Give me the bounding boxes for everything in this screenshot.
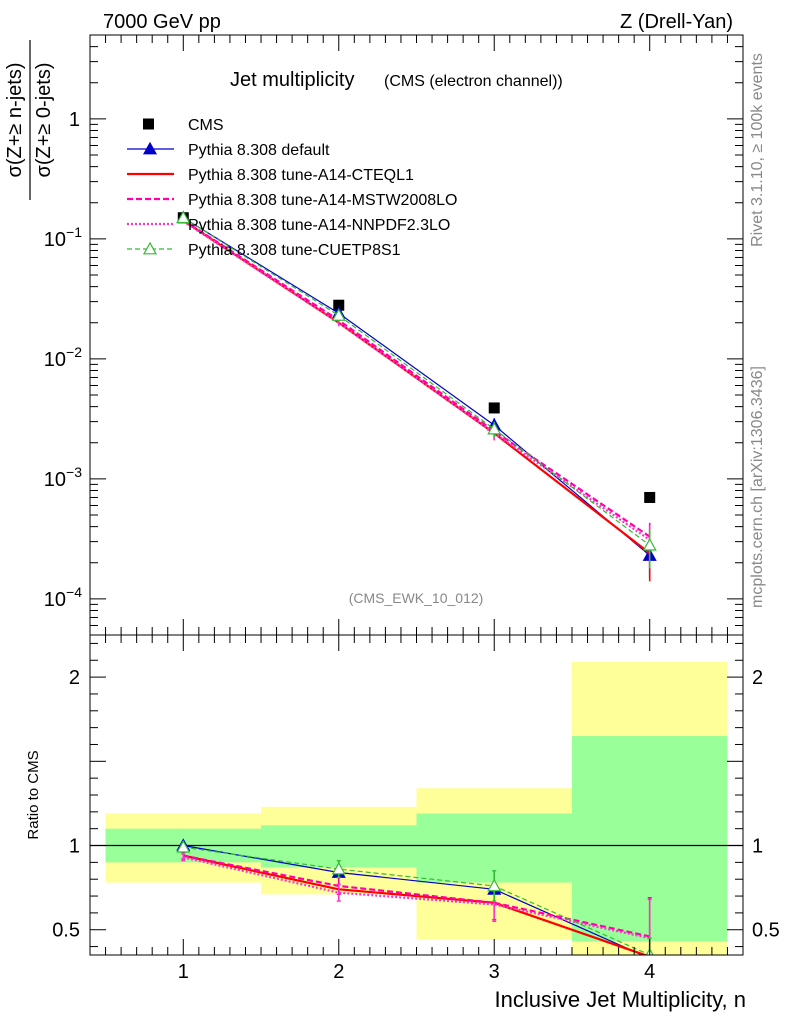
legend-entry-nnpdf: Pythia 8.308 tune-A14-NNPDF2.3LO	[127, 217, 450, 234]
y-tick-label: 10−4	[44, 584, 82, 611]
ratio-marker-cuetp	[487, 878, 502, 892]
legend-label: CMS	[188, 117, 224, 134]
legend-entry-cuetp: Pythia 8.308 tune-CUETP8S1	[127, 241, 401, 259]
header-left: 7000 GeV pp	[103, 11, 221, 33]
x-tick-label: 2	[333, 961, 344, 983]
ratio-y-tick-label-right: 0.5	[752, 920, 780, 942]
ratio-line-default	[183, 844, 644, 955]
ratio-y-tick-label-left: 0.5	[52, 920, 80, 942]
ylabel-numerator: σ(Z+≥ n-jets)	[4, 63, 26, 178]
legend-label: Pythia 8.308 tune-A14-CTEQL1	[188, 167, 414, 184]
legend-entry-default: Pythia 8.308 default	[127, 141, 330, 159]
cms-data-point	[488, 402, 500, 414]
x-axis-label: Inclusive Jet Multiplicity, n	[495, 987, 746, 1012]
legend-entry-cteql1: Pythia 8.308 tune-A14-CTEQL1	[127, 167, 414, 184]
marker-cuetp	[487, 421, 502, 435]
series-line-nnpdf	[182, 220, 651, 541]
legend-entry-mstw: Pythia 8.308 tune-A14-MSTW2008LO	[127, 192, 457, 209]
y-tick-label: 10−3	[44, 464, 82, 491]
y-tick-label: 1	[69, 109, 80, 131]
watermark: (CMS_EWK_10_012)	[349, 590, 484, 606]
legend: CMS Pythia 8.308 default Pythia 8.308 tune…	[127, 117, 457, 259]
ratio-line-nnpdf	[183, 856, 650, 940]
ratio-y-tick-label-left: 1	[69, 836, 80, 858]
legend-label: Pythia 8.308 tune-A14-MSTW2008LO	[188, 192, 457, 209]
cms-data-point	[644, 491, 656, 503]
marker-cuetp	[642, 537, 657, 551]
series-line-cteql1	[182, 219, 651, 555]
ratio-y-tick-label-left: 2	[69, 667, 80, 689]
mcplots-label: mcplots.cern.ch [arXiv:1306.3436]	[749, 366, 766, 608]
ratio-marker-cuetp	[176, 839, 191, 853]
ratio-marker-cuetp	[331, 861, 346, 875]
legend-marker	[142, 141, 158, 155]
legend-label: Pythia 8.308 default	[188, 142, 330, 159]
marker-cuetp	[176, 210, 191, 224]
y-tick-label: 10−1	[44, 224, 82, 251]
legend-label: Pythia 8.308 tune-CUETP8S1	[188, 242, 401, 259]
ratio-y-tick-label-right: 2	[752, 667, 763, 689]
y-tick-label: 10−2	[44, 344, 82, 371]
legend-label: Pythia 8.308 tune-A14-NNPDF2.3LO	[188, 217, 450, 234]
ratio-line-mstw	[183, 854, 650, 938]
ratio-line-cuetp	[183, 846, 650, 955]
series-line-cuetp	[182, 217, 651, 546]
ratio-panel: 0.5 0.5 1 1 2 2 1 2 3 4 Ratio to CMS Inclusive Je…	[25, 634, 780, 1012]
legend-entry-cms: CMS	[143, 117, 224, 134]
ylabel-denominator: σ(Z+≥ 0-jets)	[33, 63, 55, 178]
ratio-line-cteql1	[183, 854, 649, 955]
header-right: Z (Drell-Yan)	[620, 11, 733, 33]
main-ylabel: σ(Z+≥ n-jets) σ(Z+≥ 0-jets)	[4, 40, 55, 200]
x-tick-label: 3	[489, 961, 500, 983]
ratio-y-tick-label-right: 1	[752, 836, 763, 858]
cms-data-point	[333, 299, 345, 311]
main-panel: 10−4 10−3 10−2 10−1 1 Jet multiplicity (CMS …	[4, 34, 744, 636]
x-tick-label: 1	[178, 961, 189, 983]
legend-swatch	[143, 118, 154, 130]
marker-cuetp	[331, 308, 346, 321]
legend-marker	[142, 241, 158, 255]
x-tick-label: 4	[644, 961, 655, 983]
rivet-label: Rivet 3.1.10, ≥ 100k events	[749, 53, 766, 247]
series-line-mstw	[182, 219, 651, 538]
chart-title: Jet multiplicity	[230, 69, 354, 91]
ratio-ylabel: Ratio to CMS	[25, 750, 42, 839]
series-line-default	[182, 217, 651, 556]
chart-subtitle: (CMS (electron channel))	[384, 73, 563, 90]
